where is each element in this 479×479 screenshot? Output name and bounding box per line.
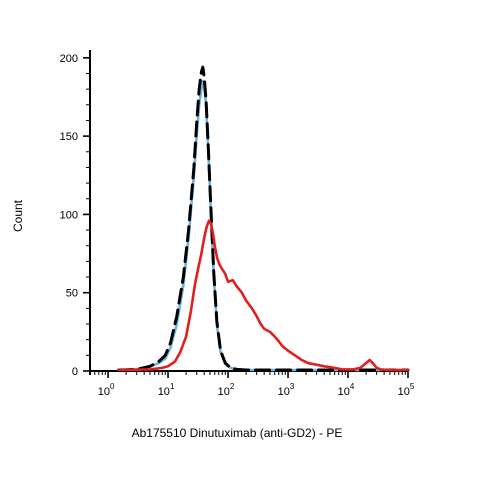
x-tick-label: 104 bbox=[338, 382, 355, 398]
x-tick-label: 101 bbox=[158, 382, 175, 398]
series-line-3 bbox=[117, 219, 410, 372]
series-layer bbox=[117, 65, 410, 372]
x-axis-title: Ab175510 Dinutuximab (anti-GD2) - PE bbox=[132, 426, 343, 440]
y-tick-label: 200 bbox=[60, 53, 78, 65]
y-tick-label: 50 bbox=[66, 288, 78, 300]
axes: 0 50 100 150 200 100 101 102 103 104 105 bbox=[60, 50, 415, 398]
y-tick-label: 0 bbox=[72, 366, 78, 378]
y-axis-title: Count bbox=[11, 199, 25, 232]
x-tick-label: 103 bbox=[278, 382, 295, 398]
x-tick-label: 105 bbox=[398, 382, 415, 398]
y-tick-label: 150 bbox=[60, 131, 78, 143]
series-line-2 bbox=[117, 65, 410, 372]
x-tick-label: 100 bbox=[98, 382, 115, 398]
x-tick-label: 102 bbox=[218, 382, 235, 398]
y-tick-label: 100 bbox=[60, 209, 78, 221]
